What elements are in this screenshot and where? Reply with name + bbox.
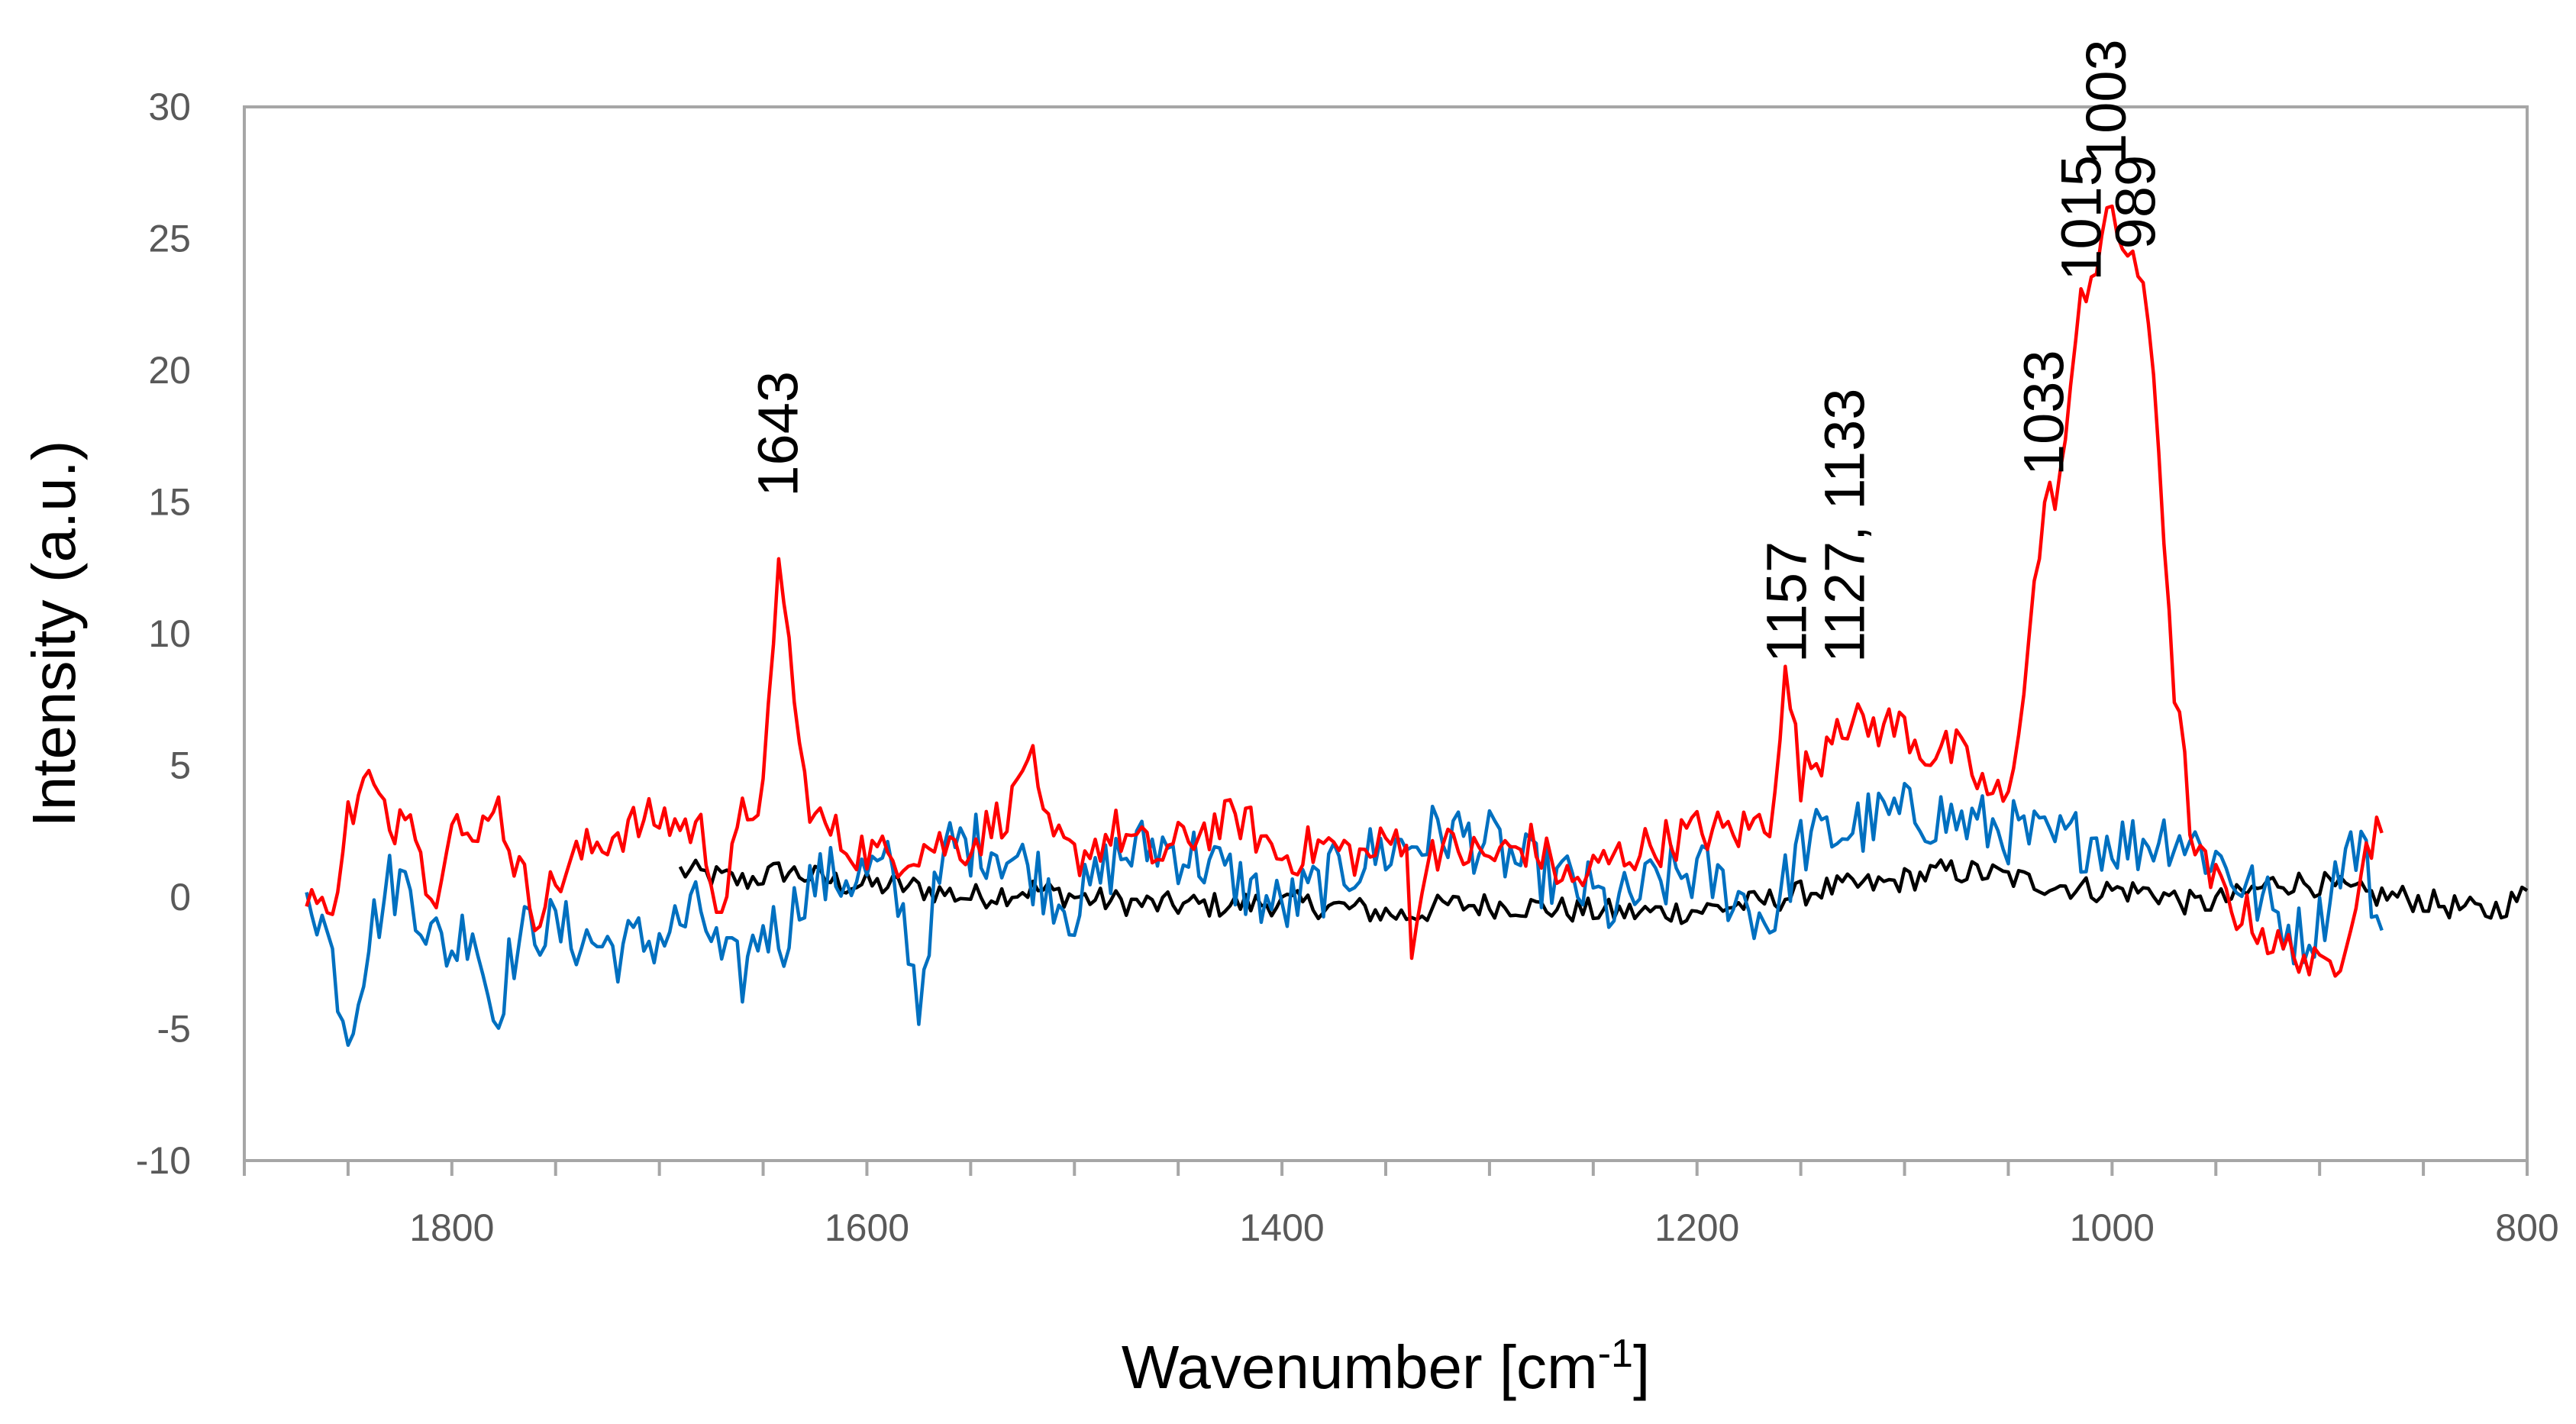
- y-tick-label: -10: [136, 1139, 191, 1182]
- y-tick-label: 5: [169, 744, 191, 787]
- y-axis-title: Intensity (a.u.): [20, 441, 88, 828]
- peak-label-1127-1133: 1127, 1133: [1813, 389, 1877, 663]
- x-tick-label: 1600: [825, 1206, 909, 1249]
- peak-label-1015: 1015: [2050, 155, 2113, 281]
- y-tick-label: 30: [148, 86, 191, 128]
- tick-layer: 1800 1600 1400 1200 1000 800 30 25 20 15 10 5 0 -5 -10: [136, 86, 2559, 1249]
- series-blue-line: [305, 781, 2384, 1048]
- y-tick-label: 25: [148, 218, 191, 260]
- y-tick-label: 20: [148, 349, 191, 392]
- series-red-line: [305, 204, 2384, 978]
- peak-label-1157: 1157: [1755, 541, 1819, 663]
- series-black-line: [678, 858, 2529, 925]
- x-tick-label: 800: [2495, 1206, 2558, 1249]
- x-tick-label: 1800: [409, 1206, 494, 1249]
- x-tick-label: 1400: [1239, 1206, 1324, 1249]
- x-tick-label: 1200: [1654, 1206, 1739, 1249]
- y-tick-label: 10: [148, 612, 191, 655]
- y-tick-label: 15: [148, 481, 191, 524]
- x-axis-title: Wavenumber [cm-1]: [1122, 1332, 1650, 1401]
- series-layer: [305, 204, 2529, 1048]
- x-tick-label: 1000: [2070, 1206, 2155, 1249]
- plot-area: [243, 105, 2529, 1162]
- peak-label-989: 989: [2103, 155, 2167, 249]
- y-tick-label: 0: [169, 876, 191, 919]
- peak-label-1643: 1643: [747, 371, 810, 497]
- y-tick-label: -5: [157, 1008, 191, 1051]
- peak-label-1033: 1033: [2013, 350, 2076, 476]
- peak-label-1003: 1003: [2074, 39, 2138, 165]
